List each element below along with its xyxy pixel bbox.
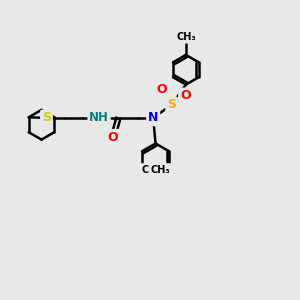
Text: NH: NH [89,111,109,124]
Text: O: O [180,89,190,102]
Text: O: O [157,83,167,96]
Text: N: N [148,111,158,124]
Text: CH₃: CH₃ [150,165,170,175]
Text: CH₃: CH₃ [176,32,196,42]
Text: O: O [108,131,118,144]
Text: S: S [42,111,51,124]
Text: S: S [167,98,176,111]
Text: CH₃: CH₃ [141,165,161,175]
